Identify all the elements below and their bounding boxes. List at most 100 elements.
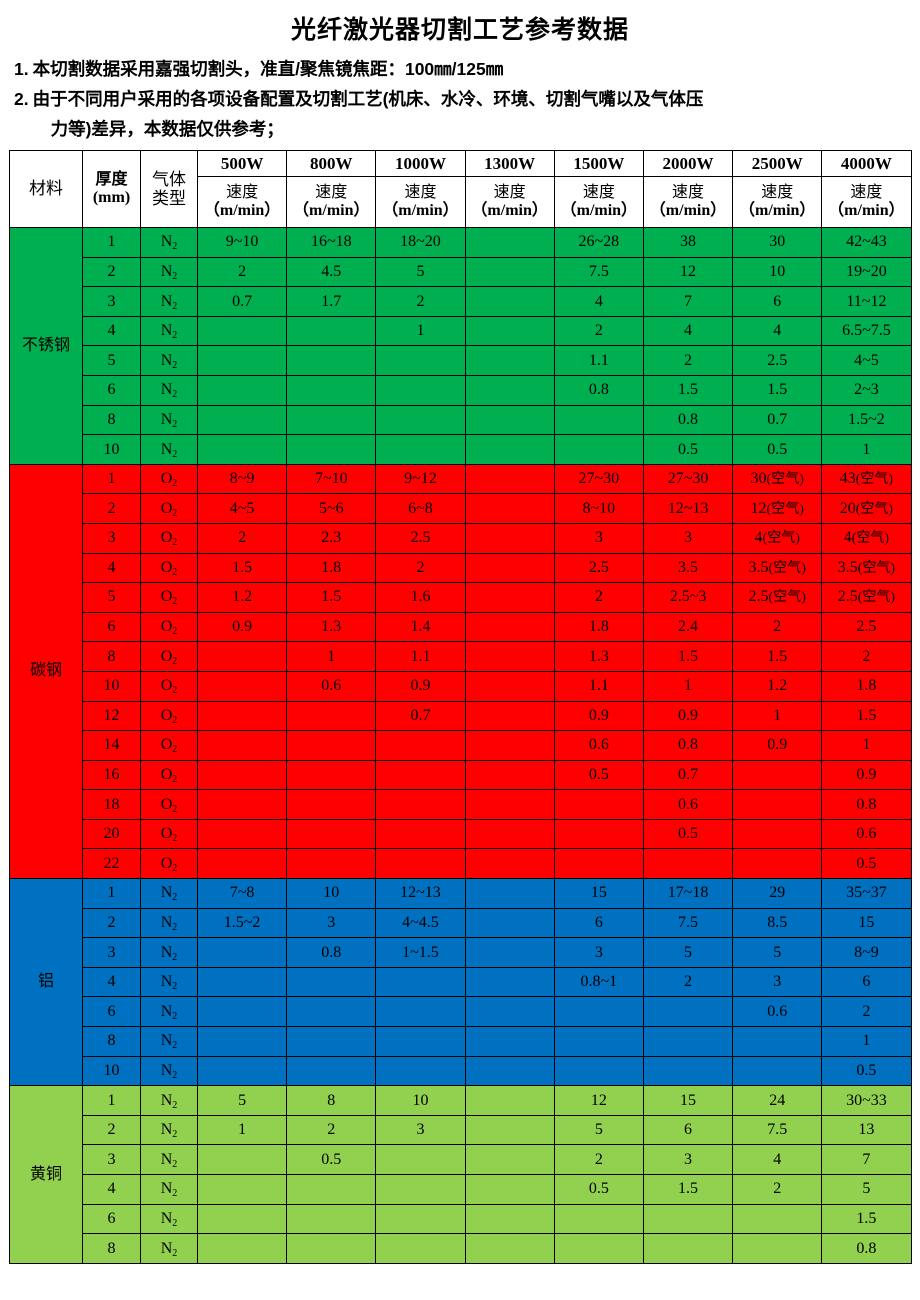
speed-value: 1.5~2: [848, 410, 885, 428]
speed-value: 38: [680, 233, 697, 251]
speed-value: 4~5: [854, 351, 879, 369]
speed-value: 0.6: [321, 677, 342, 695]
speed-cell-800w: [286, 996, 377, 1028]
thickness-cell: 8: [82, 1026, 141, 1057]
speed-value: 4: [773, 322, 782, 340]
speed-value: 2: [862, 1002, 871, 1020]
speed-cell-500w: 5: [196, 1085, 288, 1116]
speed-cell-2000w: [642, 1233, 734, 1264]
header-power-4000w: 4000W: [821, 150, 912, 177]
speed-cell-1300w: [464, 1174, 555, 1205]
thickness-cell: 4: [82, 552, 141, 584]
speed-cell-500w: [196, 374, 288, 406]
speed-cell-2500w: 2.5(空气): [732, 582, 823, 613]
speed-cell-800w: [286, 1026, 377, 1057]
thickness-cell: 1: [82, 1085, 141, 1116]
speed-cell-800w: 7~10: [286, 463, 377, 495]
gas-symbol: N2: [160, 410, 178, 430]
speed-value: 15: [680, 1091, 697, 1109]
speed-value: 0.8: [856, 795, 877, 813]
speed-cell-1500w: 0.5: [553, 759, 644, 791]
gas-symbol: N2: [160, 1061, 178, 1081]
speed-value: 2: [594, 322, 603, 340]
speed-value: 2: [238, 262, 247, 280]
speed-cell-1300w: [464, 1085, 555, 1116]
speed-cell-1300w: [464, 730, 555, 761]
speed-cell-2000w: 17~18: [642, 878, 734, 909]
gas-symbol: N2: [160, 322, 178, 342]
speed-cell-4000w: 5: [821, 1174, 912, 1205]
speed-cell-1300w: [464, 670, 555, 702]
speed-cell-2500w: 3: [732, 966, 823, 998]
gas-cell: O2: [140, 848, 198, 880]
speed-cell-1000w: [375, 404, 466, 436]
speed-value: 8~9: [229, 470, 255, 488]
speed-cell-2000w: 1: [642, 670, 734, 702]
speed-cell-2000w: 2: [642, 345, 734, 376]
gas-symbol: N2: [160, 1209, 178, 1229]
speed-value: 2.5(空气): [748, 588, 806, 606]
speed-cell-1300w: [464, 700, 555, 732]
speed-value: 4~4.5: [402, 914, 439, 931]
speed-value: 2.5: [856, 618, 877, 636]
gas-cell: O2: [140, 789, 198, 820]
speed-cell-500w: [196, 1203, 288, 1235]
speed-cell-2500w: 5: [732, 937, 823, 968]
speed-cell-1500w: 3: [553, 937, 644, 968]
speed-cell-1000w: [375, 1055, 466, 1087]
gas-symbol: O2: [160, 795, 178, 815]
speed-cell-800w: 0.8: [286, 937, 377, 968]
speed-cell-4000w: 2.5(空气): [821, 582, 912, 613]
speed-cell-1300w: [464, 878, 555, 909]
speed-cell-500w: 2: [196, 256, 288, 288]
speed-value: 4: [684, 322, 693, 340]
speed-value: 30(空气): [750, 470, 804, 488]
note-number: 2.: [14, 89, 29, 109]
speed-value: 6~8: [408, 499, 433, 517]
speed-cell-500w: 1.2: [196, 582, 288, 613]
speed-value: 12: [680, 262, 697, 280]
speed-cell-1300w: [464, 463, 555, 495]
gas-symbol: N2: [160, 1002, 178, 1022]
speed-value: 1.2: [767, 677, 788, 695]
speed-cell-2000w: 3: [642, 522, 734, 554]
gas-cell: O2: [140, 818, 198, 850]
speed-value: 0.7: [767, 410, 788, 428]
speed-cell-1300w: [464, 996, 555, 1028]
speed-cell-800w: 2: [286, 1114, 377, 1146]
header-gas-line1: 气体: [152, 169, 186, 189]
header-speed-label: 速度: [226, 184, 259, 202]
speed-cell-800w: [286, 818, 377, 850]
speed-cell-1000w: 12~13: [375, 878, 466, 909]
speed-value: 0.9: [232, 618, 253, 636]
speed-value: 8~9: [854, 943, 879, 961]
speed-cell-4000w: 0.9: [821, 759, 912, 791]
header-speed-label: 速度: [850, 184, 883, 202]
speed-value: 1.5: [321, 588, 342, 606]
material-cell-brass: 黄铜: [9, 1085, 83, 1264]
speed-cell-500w: 7~8: [196, 878, 288, 909]
speed-cell-1500w: 4: [553, 286, 644, 317]
speed-value: 3.5: [678, 558, 699, 576]
speed-cell-1300w: [464, 552, 555, 584]
table-row: 10 N2 0.5: [10, 1055, 912, 1087]
speed-cell-2500w: 0.7: [732, 404, 823, 436]
header-material: 材料: [9, 150, 83, 228]
thickness-cell: 8: [82, 1233, 141, 1264]
gas-symbol: N2: [160, 914, 178, 933]
speed-value: 0.6: [678, 795, 699, 813]
speed-value: 11~12: [846, 292, 887, 310]
speed-cell-500w: [196, 966, 288, 998]
speed-value: 5: [684, 943, 693, 961]
note-line: 本切割数据采用嘉强切割头，准直/聚焦镜焦距：100㎜/125㎜: [32, 59, 504, 79]
speed-cell-500w: [196, 1174, 288, 1205]
speed-value: 0.6: [588, 736, 609, 754]
speed-value: 0.8: [856, 1239, 877, 1257]
speed-cell-1300w: [464, 1026, 555, 1057]
speed-cell-2500w: [732, 789, 823, 820]
speed-cell-1500w: 0.5: [553, 1174, 644, 1205]
table-row: 2 O2 4~5 5~6 6~8 8~10 12~13 12(空气) 20(空气): [10, 493, 912, 524]
speed-value: 3.5(空气): [837, 558, 896, 576]
thickness-cell: 10: [82, 434, 141, 465]
